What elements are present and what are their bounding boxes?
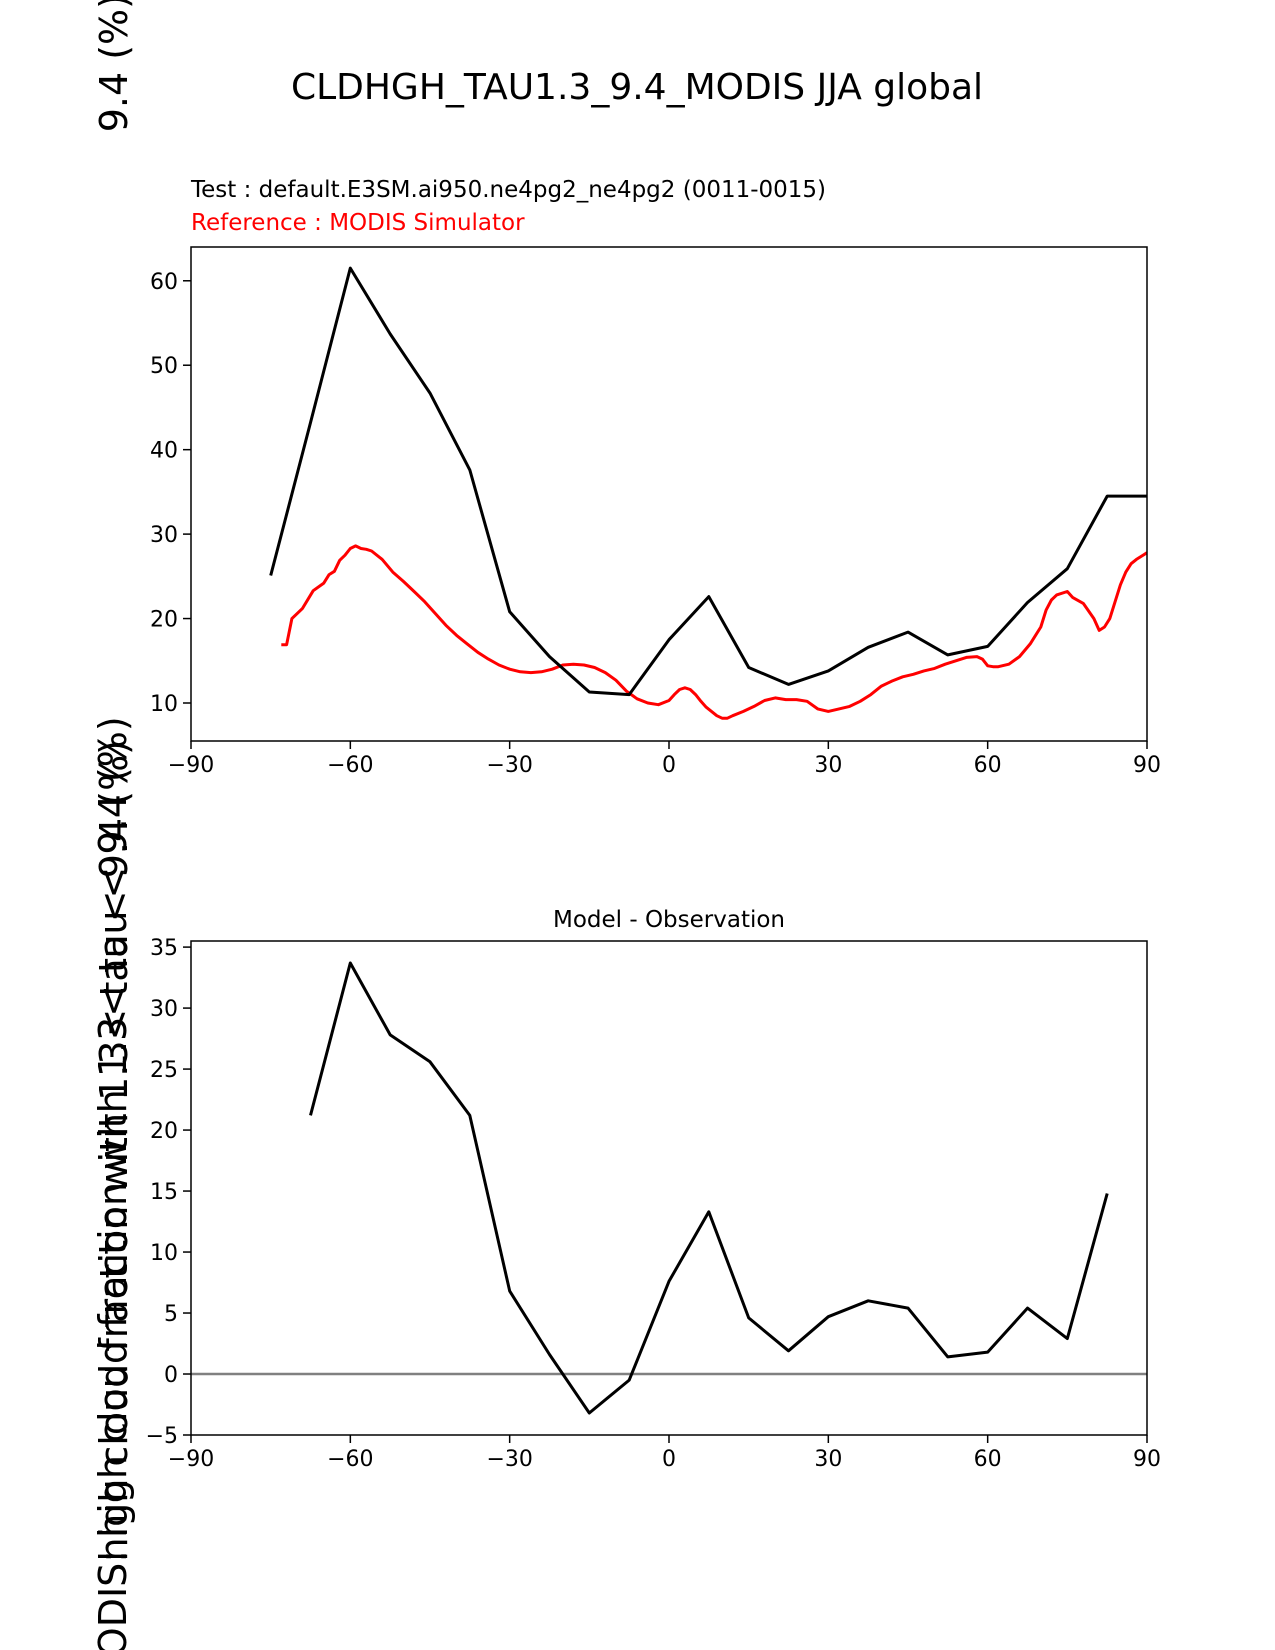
figure-title: CLDHGH_TAU1.3_9.4_MODIS JJA global: [291, 67, 983, 108]
top-y-tick-label: 10: [150, 692, 178, 717]
bottom-x-tick-label: 60: [974, 1447, 1002, 1472]
bottom-y-tick-label: 25: [150, 1058, 178, 1083]
top-y-tick-label: 40: [150, 439, 178, 464]
top-panel: Test : default.E3SM.ai950.ne4pg2_ne4pg2 …: [150, 177, 1161, 778]
bottom-title: Model - Observation: [553, 907, 785, 933]
test-series-line: [269, 266, 1147, 697]
ylabel-left-full: MODIS: high cloud fraction with 1.3< tau…: [91, 716, 135, 1650]
bottom-x-tick-label: −90: [168, 1447, 214, 1472]
bottom-y-tick-label: 10: [150, 1241, 178, 1266]
bottom-y-tick-label: 15: [150, 1180, 178, 1205]
top-x-tick-label: −90: [168, 753, 214, 778]
top-y-tick-label: 50: [150, 354, 178, 379]
bottom-plot-frame: [190, 940, 1148, 1436]
top-y-tick-label: 30: [150, 523, 178, 548]
bottom-y-tick-label: 0: [164, 1363, 178, 1388]
bottom-x-tick-label: −30: [486, 1447, 532, 1472]
ylabel-overlap: 9.4 (%): [92, 0, 136, 132]
test-label: Test : default.E3SM.ai950.ne4pg2_ne4pg2 …: [190, 177, 826, 203]
bottom-y-tick-label: 30: [150, 997, 178, 1022]
top-y-tick-label: 60: [150, 270, 178, 295]
top-x-tick-label: 0: [662, 753, 676, 778]
top-y-tick-label: 20: [150, 608, 178, 633]
top-plot-frame: [190, 246, 1148, 742]
bottom-x-tick-label: 0: [662, 1447, 676, 1472]
top-x-tick-label: 90: [1133, 753, 1161, 778]
bottom-y-tick-label: 35: [150, 936, 178, 961]
reference-label: Reference : MODIS Simulator: [191, 210, 525, 236]
ylabel-top: high cloud fraction with 1.3< tau < 9.4 …: [92, 740, 136, 1562]
top-x-tick-label: −30: [486, 753, 532, 778]
reference-series-line: [281, 544, 1147, 720]
bottom-x-tick-label: 90: [1133, 1447, 1161, 1472]
bottom-x-tick-label: −60: [327, 1447, 373, 1472]
top-x-tick-label: −60: [327, 753, 373, 778]
difference-series-line: [309, 961, 1109, 1415]
top-x-tick-label: 60: [974, 753, 1002, 778]
bottom-y-tick-label: 20: [150, 1119, 178, 1144]
top-x-tick-label: 30: [814, 753, 842, 778]
top-axis-ticks: −90 −60 −30 0 30 60 90 10 20 30 40 50 60: [150, 270, 1161, 778]
bottom-y-tick-label: −5: [146, 1424, 178, 1449]
bottom-axis-ticks: −90 −60 −30 0 30 60 90 −5 0 5 10 15 20 25 30 35: [146, 936, 1161, 1472]
bottom-panel: Model - Observation −90 −60 −30 0 30 60 90 −5 0 5…: [146, 907, 1161, 1472]
bottom-y-tick-label: 5: [164, 1302, 178, 1327]
bottom-x-tick-label: 30: [814, 1447, 842, 1472]
